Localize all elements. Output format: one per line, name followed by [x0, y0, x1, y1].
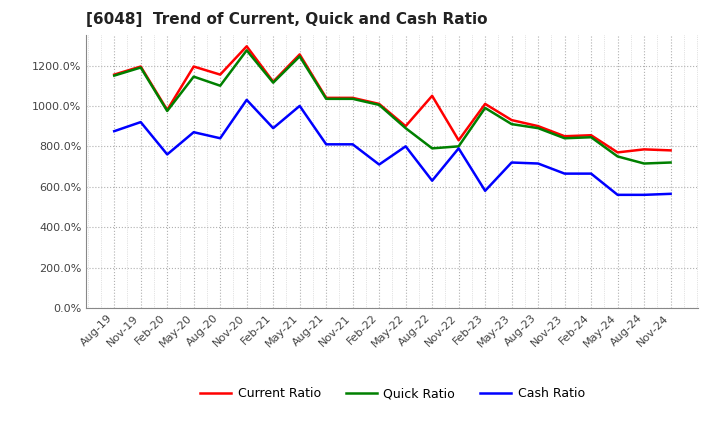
- Current Ratio: [269, 79, 277, 84]
- Current Ratio: [666, 148, 675, 153]
- Cash Ratio: [136, 119, 145, 125]
- Current Ratio: [216, 72, 225, 77]
- Current Ratio: [508, 117, 516, 123]
- Current Ratio: [189, 64, 198, 69]
- Legend: Current Ratio, Quick Ratio, Cash Ratio: Current Ratio, Quick Ratio, Cash Ratio: [195, 382, 590, 405]
- Cash Ratio: [666, 191, 675, 197]
- Current Ratio: [534, 124, 542, 129]
- Cash Ratio: [110, 128, 119, 134]
- Cash Ratio: [189, 129, 198, 135]
- Cash Ratio: [269, 125, 277, 131]
- Cash Ratio: [401, 144, 410, 149]
- Current Ratio: [454, 138, 463, 143]
- Cash Ratio: [534, 161, 542, 166]
- Cash Ratio: [163, 152, 171, 157]
- Quick Ratio: [428, 146, 436, 151]
- Current Ratio: [348, 95, 357, 100]
- Quick Ratio: [110, 73, 119, 78]
- Cash Ratio: [508, 160, 516, 165]
- Current Ratio: [243, 44, 251, 49]
- Current Ratio: [375, 101, 384, 106]
- Quick Ratio: [189, 74, 198, 79]
- Cash Ratio: [640, 192, 649, 198]
- Current Ratio: [401, 124, 410, 129]
- Cash Ratio: [322, 142, 330, 147]
- Current Ratio: [560, 134, 569, 139]
- Current Ratio: [640, 147, 649, 152]
- Current Ratio: [136, 64, 145, 69]
- Quick Ratio: [508, 121, 516, 127]
- Line: Cash Ratio: Cash Ratio: [114, 100, 670, 195]
- Quick Ratio: [348, 96, 357, 102]
- Cash Ratio: [375, 162, 384, 167]
- Quick Ratio: [587, 135, 595, 140]
- Quick Ratio: [322, 96, 330, 102]
- Quick Ratio: [401, 125, 410, 131]
- Current Ratio: [613, 150, 622, 155]
- Current Ratio: [428, 93, 436, 99]
- Cash Ratio: [587, 171, 595, 176]
- Current Ratio: [587, 132, 595, 138]
- Quick Ratio: [136, 65, 145, 70]
- Cash Ratio: [454, 146, 463, 151]
- Cash Ratio: [613, 192, 622, 198]
- Cash Ratio: [428, 178, 436, 183]
- Current Ratio: [110, 72, 119, 77]
- Quick Ratio: [269, 80, 277, 85]
- Current Ratio: [481, 101, 490, 106]
- Quick Ratio: [454, 144, 463, 149]
- Quick Ratio: [295, 54, 304, 59]
- Quick Ratio: [216, 83, 225, 88]
- Quick Ratio: [481, 105, 490, 110]
- Text: [6048]  Trend of Current, Quick and Cash Ratio: [6048] Trend of Current, Quick and Cash …: [86, 12, 488, 27]
- Quick Ratio: [375, 102, 384, 107]
- Cash Ratio: [295, 103, 304, 109]
- Quick Ratio: [534, 125, 542, 131]
- Cash Ratio: [481, 188, 490, 194]
- Current Ratio: [163, 107, 171, 113]
- Quick Ratio: [640, 161, 649, 166]
- Line: Current Ratio: Current Ratio: [114, 46, 670, 152]
- Quick Ratio: [243, 48, 251, 53]
- Current Ratio: [295, 52, 304, 57]
- Cash Ratio: [243, 97, 251, 103]
- Cash Ratio: [216, 136, 225, 141]
- Current Ratio: [322, 95, 330, 100]
- Line: Quick Ratio: Quick Ratio: [114, 50, 670, 164]
- Cash Ratio: [560, 171, 569, 176]
- Quick Ratio: [163, 108, 171, 114]
- Quick Ratio: [666, 160, 675, 165]
- Quick Ratio: [560, 136, 569, 141]
- Cash Ratio: [348, 142, 357, 147]
- Quick Ratio: [613, 154, 622, 159]
